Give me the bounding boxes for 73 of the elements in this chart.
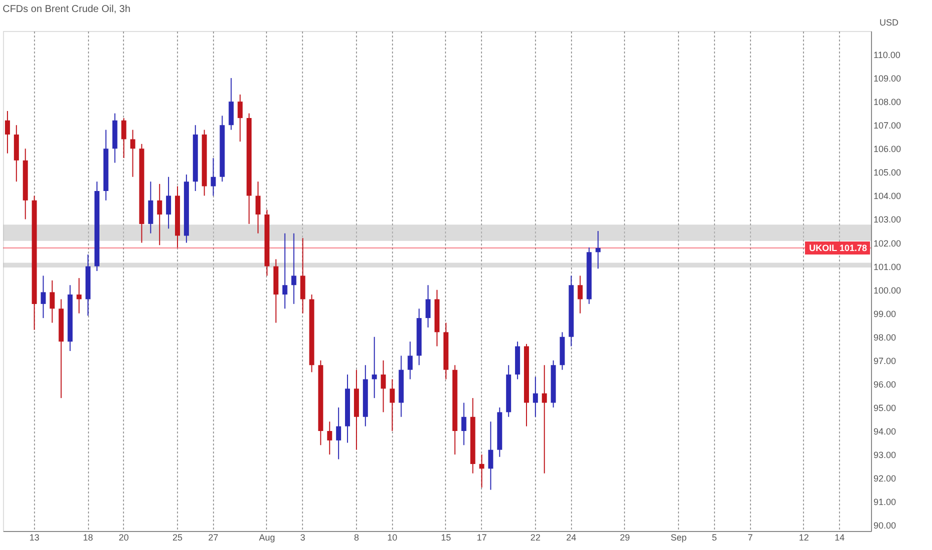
x-tick-label: 13: [29, 532, 40, 542]
y-tick-label: 99.00: [874, 308, 896, 319]
y-tick-label: 106.00: [874, 144, 902, 154]
candlestick: [542, 364, 547, 474]
x-tick-label: 25: [172, 532, 183, 542]
y-axis-title: USD: [880, 18, 899, 28]
x-tick-label: 29: [620, 532, 630, 542]
candlestick: [408, 341, 413, 380]
x-tick-label: 10: [387, 532, 398, 542]
y-tick-label: 93.00: [874, 450, 896, 460]
candlestick: [130, 129, 136, 178]
x-tick-label: 22: [530, 532, 540, 542]
candlestick: [596, 230, 601, 270]
candlestick: [578, 275, 583, 314]
x-tick-label: 20: [118, 532, 129, 542]
x-tick-label: 24: [566, 532, 576, 542]
y-tick-label: 107.00: [874, 120, 902, 131]
x-tick-label: 18: [83, 532, 94, 542]
candlestick: [76, 278, 82, 314]
candlestick: [390, 378, 395, 432]
candlestick: [380, 360, 386, 413]
y-tick-label: 91.00: [874, 497, 896, 508]
y-tick-label: 96.00: [874, 379, 896, 390]
candlestick: [4, 110, 10, 154]
y-tick-label: 105.00: [874, 168, 902, 178]
y-tick-label: 98.00: [874, 332, 896, 342]
x-tick-label: 15: [440, 532, 451, 542]
candlestick: [228, 78, 234, 130]
y-tick-label: 92.00: [874, 474, 896, 484]
y-tick-label: 100.00: [874, 285, 902, 296]
candlestick: [40, 275, 46, 319]
candlestick: [148, 181, 154, 234]
candlestick: [166, 176, 172, 230]
y-tick-label: 109.00: [874, 74, 902, 84]
candlestick: [121, 118, 126, 159]
y-tick-label: 90.00: [874, 520, 896, 531]
x-tick-label: Aug: [258, 532, 275, 542]
y-tick-label: 103.00: [874, 214, 902, 225]
x-tick-label: 27: [208, 532, 218, 542]
candlestick: [336, 406, 342, 460]
x-tick-label: 7: [748, 532, 753, 542]
candlestick: [372, 336, 377, 399]
y-tick-label: 94.00: [874, 426, 896, 436]
candlestick: [210, 158, 216, 196]
y-tick-label: 102.00: [874, 238, 902, 248]
y-tick-label: 101.00: [874, 262, 902, 272]
candlestick: [256, 181, 261, 234]
x-tick-label: Sep: [670, 532, 687, 542]
x-tick-label: 8: [354, 532, 359, 542]
candlestick: [157, 183, 162, 246]
candlestick: [282, 232, 288, 310]
x-tick-label: 5: [712, 532, 717, 542]
y-tick-label: 110.00: [874, 50, 900, 60]
candlestick: [300, 238, 306, 314]
candlestick: [461, 402, 466, 446]
x-tick-label: 14: [834, 532, 845, 542]
candlestick: [426, 284, 431, 328]
candlestick: [479, 454, 484, 488]
candlestick: [50, 280, 55, 324]
chart-title: CFDs on Brent Crude Oil, 3h: [2, 4, 130, 15]
y-tick-label: 95.00: [874, 402, 896, 413]
candlestick: [238, 94, 243, 142]
x-tick-label: 3: [300, 532, 306, 542]
candlestick: [532, 376, 538, 418]
x-tick-label: 17: [476, 532, 487, 542]
x-tick-label: 12: [798, 532, 809, 542]
y-tick-label: 108.00: [874, 97, 902, 108]
candlestick: [291, 232, 296, 304]
candlestick: [327, 421, 332, 456]
y-tick-label: 97.00: [874, 356, 896, 366]
ref-line-label: UKOIL 101.78: [809, 242, 867, 253]
candlestick: [488, 421, 494, 490]
y-tick-label: 104.00: [874, 191, 902, 202]
